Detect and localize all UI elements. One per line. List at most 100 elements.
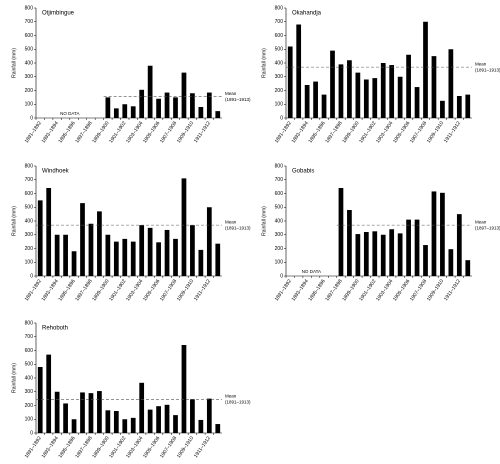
bar (355, 234, 361, 276)
bar (456, 214, 462, 276)
x-tick-label: 1911–1912 (443, 278, 462, 302)
bar (465, 94, 471, 118)
y-tick-label: 600 (275, 33, 284, 39)
bar (54, 391, 60, 433)
bar (97, 391, 102, 433)
bar (130, 106, 136, 118)
bar (46, 354, 52, 433)
y-tick-label: 200 (25, 246, 34, 252)
x-tick-label: 1911–1912 (193, 120, 212, 144)
panel-title: Rehoboth (42, 326, 68, 332)
bar (313, 81, 318, 118)
bar (88, 393, 94, 433)
panel-title: Gobabis (292, 169, 314, 175)
mean-label: Mean (225, 219, 237, 224)
bar (215, 111, 221, 118)
bar (88, 223, 94, 276)
bar (440, 100, 445, 118)
bar (156, 242, 161, 276)
bar (389, 229, 395, 276)
bar (465, 260, 471, 276)
bar (164, 229, 170, 276)
annotation: NO DATA (60, 111, 79, 116)
bar (147, 409, 153, 433)
bar (389, 65, 395, 118)
y-tick-label: 400 (25, 218, 34, 224)
bar (122, 104, 128, 118)
bar (113, 241, 119, 276)
bar (139, 89, 145, 118)
bar (296, 24, 302, 118)
y-tick-label: 300 (25, 232, 34, 238)
panel-title: Windhoek (42, 169, 70, 175)
bar (414, 219, 420, 276)
bar (338, 188, 344, 276)
bar (448, 49, 454, 118)
mean-label: (1891–1913) (225, 400, 251, 405)
y-tick-label: 0 (30, 430, 33, 436)
bar (105, 410, 111, 433)
bar (147, 227, 153, 276)
y-tick-label: 300 (275, 232, 284, 238)
bar (431, 56, 437, 118)
bar (63, 403, 68, 433)
y-axis-label: Rainfall (mm) (11, 206, 17, 236)
bar (54, 234, 60, 276)
mean-label: (1897–1913) (475, 225, 500, 230)
y-tick-label: 700 (25, 19, 34, 25)
mean-label: Mean (475, 61, 487, 66)
bar (355, 72, 361, 118)
y-tick-label: 700 (25, 334, 34, 340)
bar (80, 392, 85, 433)
x-tick-label: 1911–1912 (193, 278, 212, 302)
x-tick-label: 1911–1912 (443, 120, 462, 144)
bar (423, 21, 428, 118)
y-tick-label: 400 (25, 375, 34, 381)
y-tick-label: 500 (275, 205, 284, 211)
bar (440, 192, 445, 276)
bar (372, 231, 378, 276)
bar (190, 399, 195, 433)
bar (206, 92, 212, 118)
y-tick-label: 100 (25, 102, 34, 108)
y-tick-label: 800 (25, 320, 34, 326)
bar (397, 76, 403, 118)
bar (156, 98, 161, 118)
y-tick-label: 300 (25, 74, 34, 80)
bar (363, 79, 369, 118)
bar (71, 419, 77, 433)
y-tick-label: 800 (25, 5, 34, 11)
bar (46, 188, 52, 276)
bar (37, 200, 43, 276)
y-tick-label: 200 (275, 88, 284, 94)
y-tick-label: 500 (25, 362, 34, 368)
bar (347, 60, 352, 118)
y-tick-label: 100 (275, 102, 284, 108)
y-tick-label: 0 (280, 115, 283, 121)
bar (181, 72, 187, 118)
y-tick-label: 700 (25, 177, 34, 183)
bar (105, 97, 111, 118)
y-tick-label: 400 (275, 218, 284, 224)
bar (414, 87, 420, 118)
y-tick-label: 400 (275, 60, 284, 66)
y-tick-label: 700 (275, 177, 284, 183)
y-axis-label: Rainfall (mm) (11, 48, 17, 78)
bar (173, 415, 178, 433)
y-axis-label: Rainfall (mm) (261, 206, 267, 236)
mean-label: Mean (475, 219, 487, 224)
bar (206, 398, 212, 433)
bar (198, 107, 204, 118)
y-tick-label: 500 (275, 47, 284, 53)
bar (139, 225, 145, 276)
bar (456, 96, 462, 118)
mean-label: (1891–1913) (225, 225, 251, 230)
y-tick-label: 600 (25, 348, 34, 354)
y-tick-label: 500 (25, 205, 34, 211)
bar (113, 411, 119, 433)
y-tick-label: 800 (275, 5, 284, 11)
y-tick-label: 300 (25, 389, 34, 395)
bar (130, 241, 136, 276)
panel-title: Okahandja (292, 11, 322, 17)
bar (423, 245, 428, 276)
